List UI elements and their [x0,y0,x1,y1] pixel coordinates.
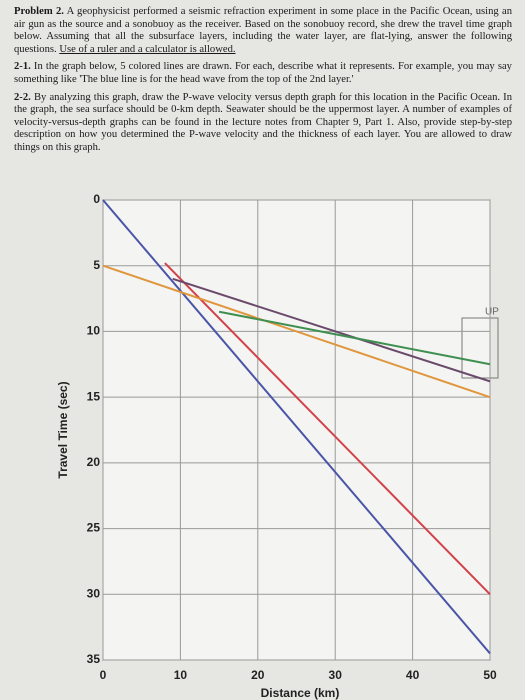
question-text: In the graph below, 5 colored lines are … [14,61,512,85]
y-tick-label: 15 [87,389,101,403]
question-text: By analyzing this graph, draw the P-wave… [14,91,512,153]
x-tick-label: 30 [329,668,343,682]
problem-text: Problem 2. A geophysicist performed a se… [14,6,512,160]
y-tick-label: 35 [87,652,101,666]
annotation: UP [485,307,499,318]
x-tick-label: 10 [174,668,188,682]
y-axis-label: Travel Time (sec) [56,381,70,478]
y-tick-label: 20 [87,455,101,469]
question: 2-2. By analyzing this graph, draw the P… [14,92,512,155]
x-tick-label: 0 [100,668,107,682]
y-tick-label: 5 [93,258,100,272]
question: 2-1. In the graph below, 5 colored lines… [14,61,512,86]
question-label: 2-2. [14,91,31,103]
note: Use of a ruler and a calculator is allow… [59,43,236,55]
x-tick-label: 50 [483,668,497,682]
intro-paragraph: Problem 2. A geophysicist performed a se… [14,6,512,56]
y-tick-label: 0 [93,192,100,206]
y-tick-label: 25 [87,521,101,535]
series-line [102,199,491,655]
x-tick-label: 40 [406,668,420,682]
x-tick-label: 20 [251,668,265,682]
series-line [164,262,491,595]
problem-label: Problem 2. [14,6,64,17]
series-line [172,277,491,383]
intro: A geophysicist performed a seismic refra… [14,6,512,55]
series-line [102,264,491,399]
series-line [218,310,491,366]
question-label: 2-1. [14,61,31,73]
x-axis-label: Distance (km) [261,686,340,700]
y-tick-label: 30 [87,586,101,600]
y-tick-label: 10 [87,324,101,338]
